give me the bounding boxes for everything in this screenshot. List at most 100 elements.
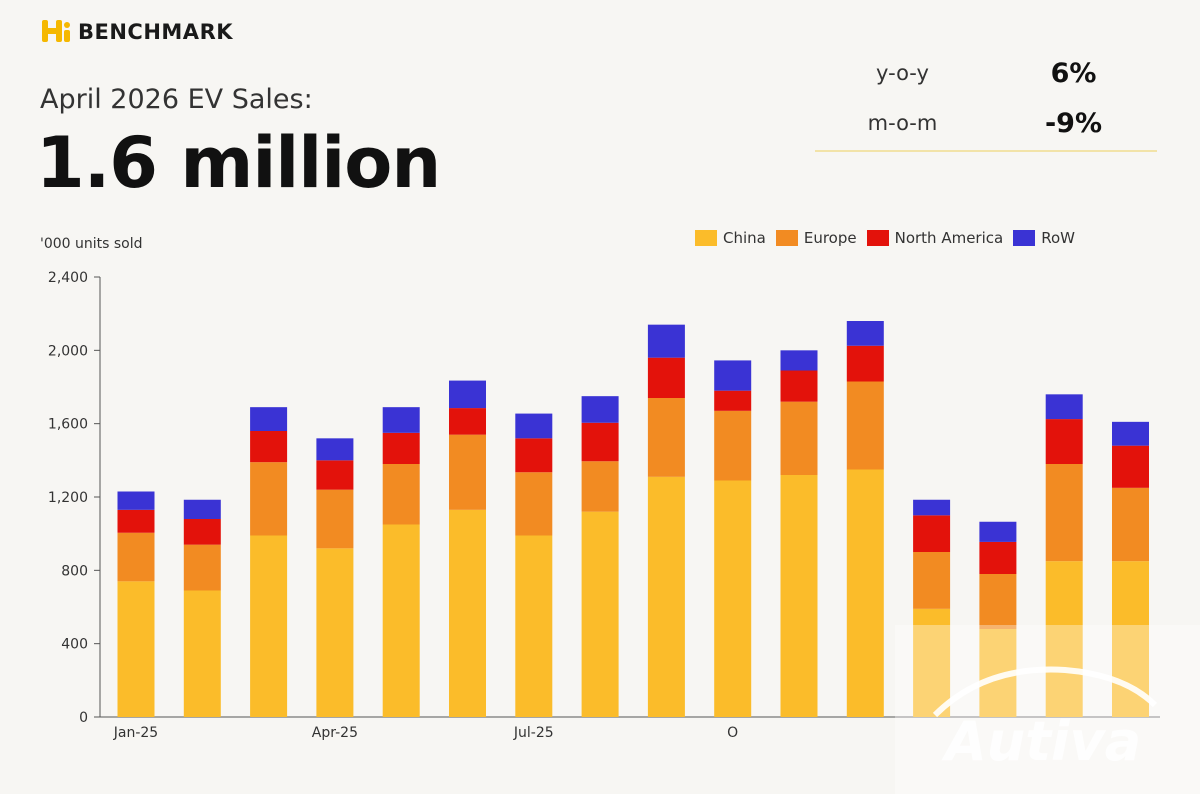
legend-label-china: China bbox=[723, 229, 766, 247]
bar-china-7 bbox=[581, 511, 619, 717]
brand-logo: BENCHMARK bbox=[40, 16, 233, 48]
legend-item-china: China bbox=[695, 229, 766, 247]
legend-label-europe: Europe bbox=[803, 229, 857, 247]
y-axis-unit-label: '000 units sold bbox=[40, 236, 143, 252]
bar-row-11 bbox=[846, 321, 884, 346]
autiva-watermark: Autiva bbox=[895, 625, 1200, 794]
bar-china-0 bbox=[117, 581, 155, 717]
bar-china-8 bbox=[647, 476, 685, 717]
bar-china-3 bbox=[316, 548, 354, 717]
bar-row-10 bbox=[780, 350, 818, 371]
legend-label-north-america: North America bbox=[894, 229, 1004, 247]
bar-europe-5 bbox=[449, 434, 486, 510]
bar-europe-15 bbox=[1112, 487, 1149, 562]
legend-item-row: RoW bbox=[1013, 229, 1075, 247]
bar-china-5 bbox=[449, 509, 486, 717]
x-tick-label: Jan-25 bbox=[113, 725, 158, 741]
bar-europe-12 bbox=[913, 552, 951, 609]
bar-china-15 bbox=[1112, 561, 1149, 717]
brand-name: BENCHMARK bbox=[78, 20, 234, 44]
bar-china-6 bbox=[515, 535, 553, 717]
bar-europe-7 bbox=[581, 461, 619, 512]
bar-row-9 bbox=[714, 360, 752, 391]
bar-china-11 bbox=[846, 469, 884, 717]
kpi-row-yoy: y-o-y 6% bbox=[815, 48, 1157, 98]
legend-swatch-row bbox=[1013, 230, 1036, 246]
y-tick-label: 400 bbox=[61, 637, 88, 653]
kpi-value-mom: -9% bbox=[1044, 107, 1103, 139]
bar-north-america-5 bbox=[449, 408, 486, 435]
kpi-panel: y-o-y 6% m-o-m -9% bbox=[815, 48, 1157, 152]
x-tick-label: Jul-25 bbox=[513, 725, 554, 741]
bar-row-14 bbox=[1045, 394, 1083, 420]
y-tick-label: 0 bbox=[79, 710, 88, 726]
bar-row-1 bbox=[183, 499, 221, 519]
kpi-row-mom: m-o-m -9% bbox=[815, 98, 1157, 148]
bar-north-america-11 bbox=[846, 345, 884, 382]
legend-swatch-north-america bbox=[866, 230, 889, 246]
legend-swatch-china bbox=[695, 230, 717, 246]
y-tick-label: 2,400 bbox=[48, 270, 88, 286]
bar-china-4 bbox=[382, 524, 420, 717]
page-subtitle: April 2026 EV Sales: bbox=[40, 84, 313, 115]
benchmark-logo-icon bbox=[42, 20, 70, 42]
bar-north-america-6 bbox=[515, 438, 553, 473]
kpi-label-mom: m-o-m bbox=[867, 111, 938, 135]
bar-north-america-1 bbox=[183, 519, 221, 545]
bar-row-3 bbox=[316, 438, 354, 461]
y-tick-label: 2,000 bbox=[48, 343, 88, 359]
bar-europe-8 bbox=[647, 398, 685, 477]
bar-north-america-9 bbox=[714, 390, 752, 411]
bar-north-america-8 bbox=[647, 357, 685, 398]
bar-row-4 bbox=[382, 407, 420, 433]
bar-europe-1 bbox=[183, 544, 221, 591]
bar-row-5 bbox=[449, 380, 486, 409]
legend-label-row: RoW bbox=[1041, 229, 1075, 247]
legend-swatch-europe bbox=[775, 230, 798, 246]
bar-europe-11 bbox=[846, 381, 884, 470]
bar-north-america-13 bbox=[979, 541, 1017, 574]
bar-north-america-0 bbox=[117, 509, 155, 533]
bar-north-america-15 bbox=[1112, 445, 1149, 488]
bar-europe-2 bbox=[250, 462, 288, 536]
bar-europe-9 bbox=[714, 410, 752, 481]
y-tick-label: 1,600 bbox=[48, 417, 88, 433]
bar-europe-4 bbox=[382, 464, 420, 525]
legend-item-europe: Europe bbox=[775, 229, 857, 247]
bar-china-1 bbox=[183, 590, 221, 717]
bar-north-america-12 bbox=[913, 515, 951, 552]
bar-china-12 bbox=[913, 608, 951, 717]
bar-row-6 bbox=[515, 413, 553, 439]
bar-china-2 bbox=[250, 535, 288, 717]
x-tick-label: Apr-25 bbox=[312, 725, 358, 741]
bar-europe-3 bbox=[316, 489, 354, 549]
kpi-divider bbox=[815, 150, 1157, 152]
bar-row-7 bbox=[581, 396, 619, 423]
bar-europe-14 bbox=[1045, 464, 1083, 562]
bar-north-america-2 bbox=[250, 431, 288, 463]
bar-china-14 bbox=[1045, 561, 1083, 717]
legend-item-north-america: North America bbox=[866, 229, 1004, 247]
bar-europe-10 bbox=[780, 401, 818, 475]
bar-europe-0 bbox=[117, 532, 155, 582]
bar-north-america-14 bbox=[1045, 419, 1083, 464]
y-tick-label: 800 bbox=[61, 563, 88, 579]
page-headline: 1.6 million bbox=[36, 122, 441, 204]
bar-north-america-10 bbox=[780, 370, 818, 402]
bar-china-10 bbox=[780, 475, 818, 717]
kpi-label-yoy: y-o-y bbox=[876, 61, 929, 85]
bar-north-america-3 bbox=[316, 460, 354, 490]
bar-row-0 bbox=[117, 491, 155, 510]
bar-europe-6 bbox=[515, 472, 553, 536]
bar-china-9 bbox=[714, 480, 752, 717]
chart-legend: China Europe North America RoW bbox=[695, 229, 1075, 247]
bar-row-13 bbox=[979, 521, 1017, 542]
x-tick-label: O bbox=[727, 725, 738, 741]
bar-north-america-7 bbox=[581, 422, 619, 462]
bar-europe-13 bbox=[979, 574, 1017, 629]
bar-row-15 bbox=[1112, 421, 1149, 446]
bar-row-2 bbox=[250, 407, 288, 431]
watermark-text: Autiva bbox=[941, 710, 1141, 773]
kpi-value-yoy: 6% bbox=[1050, 57, 1097, 89]
